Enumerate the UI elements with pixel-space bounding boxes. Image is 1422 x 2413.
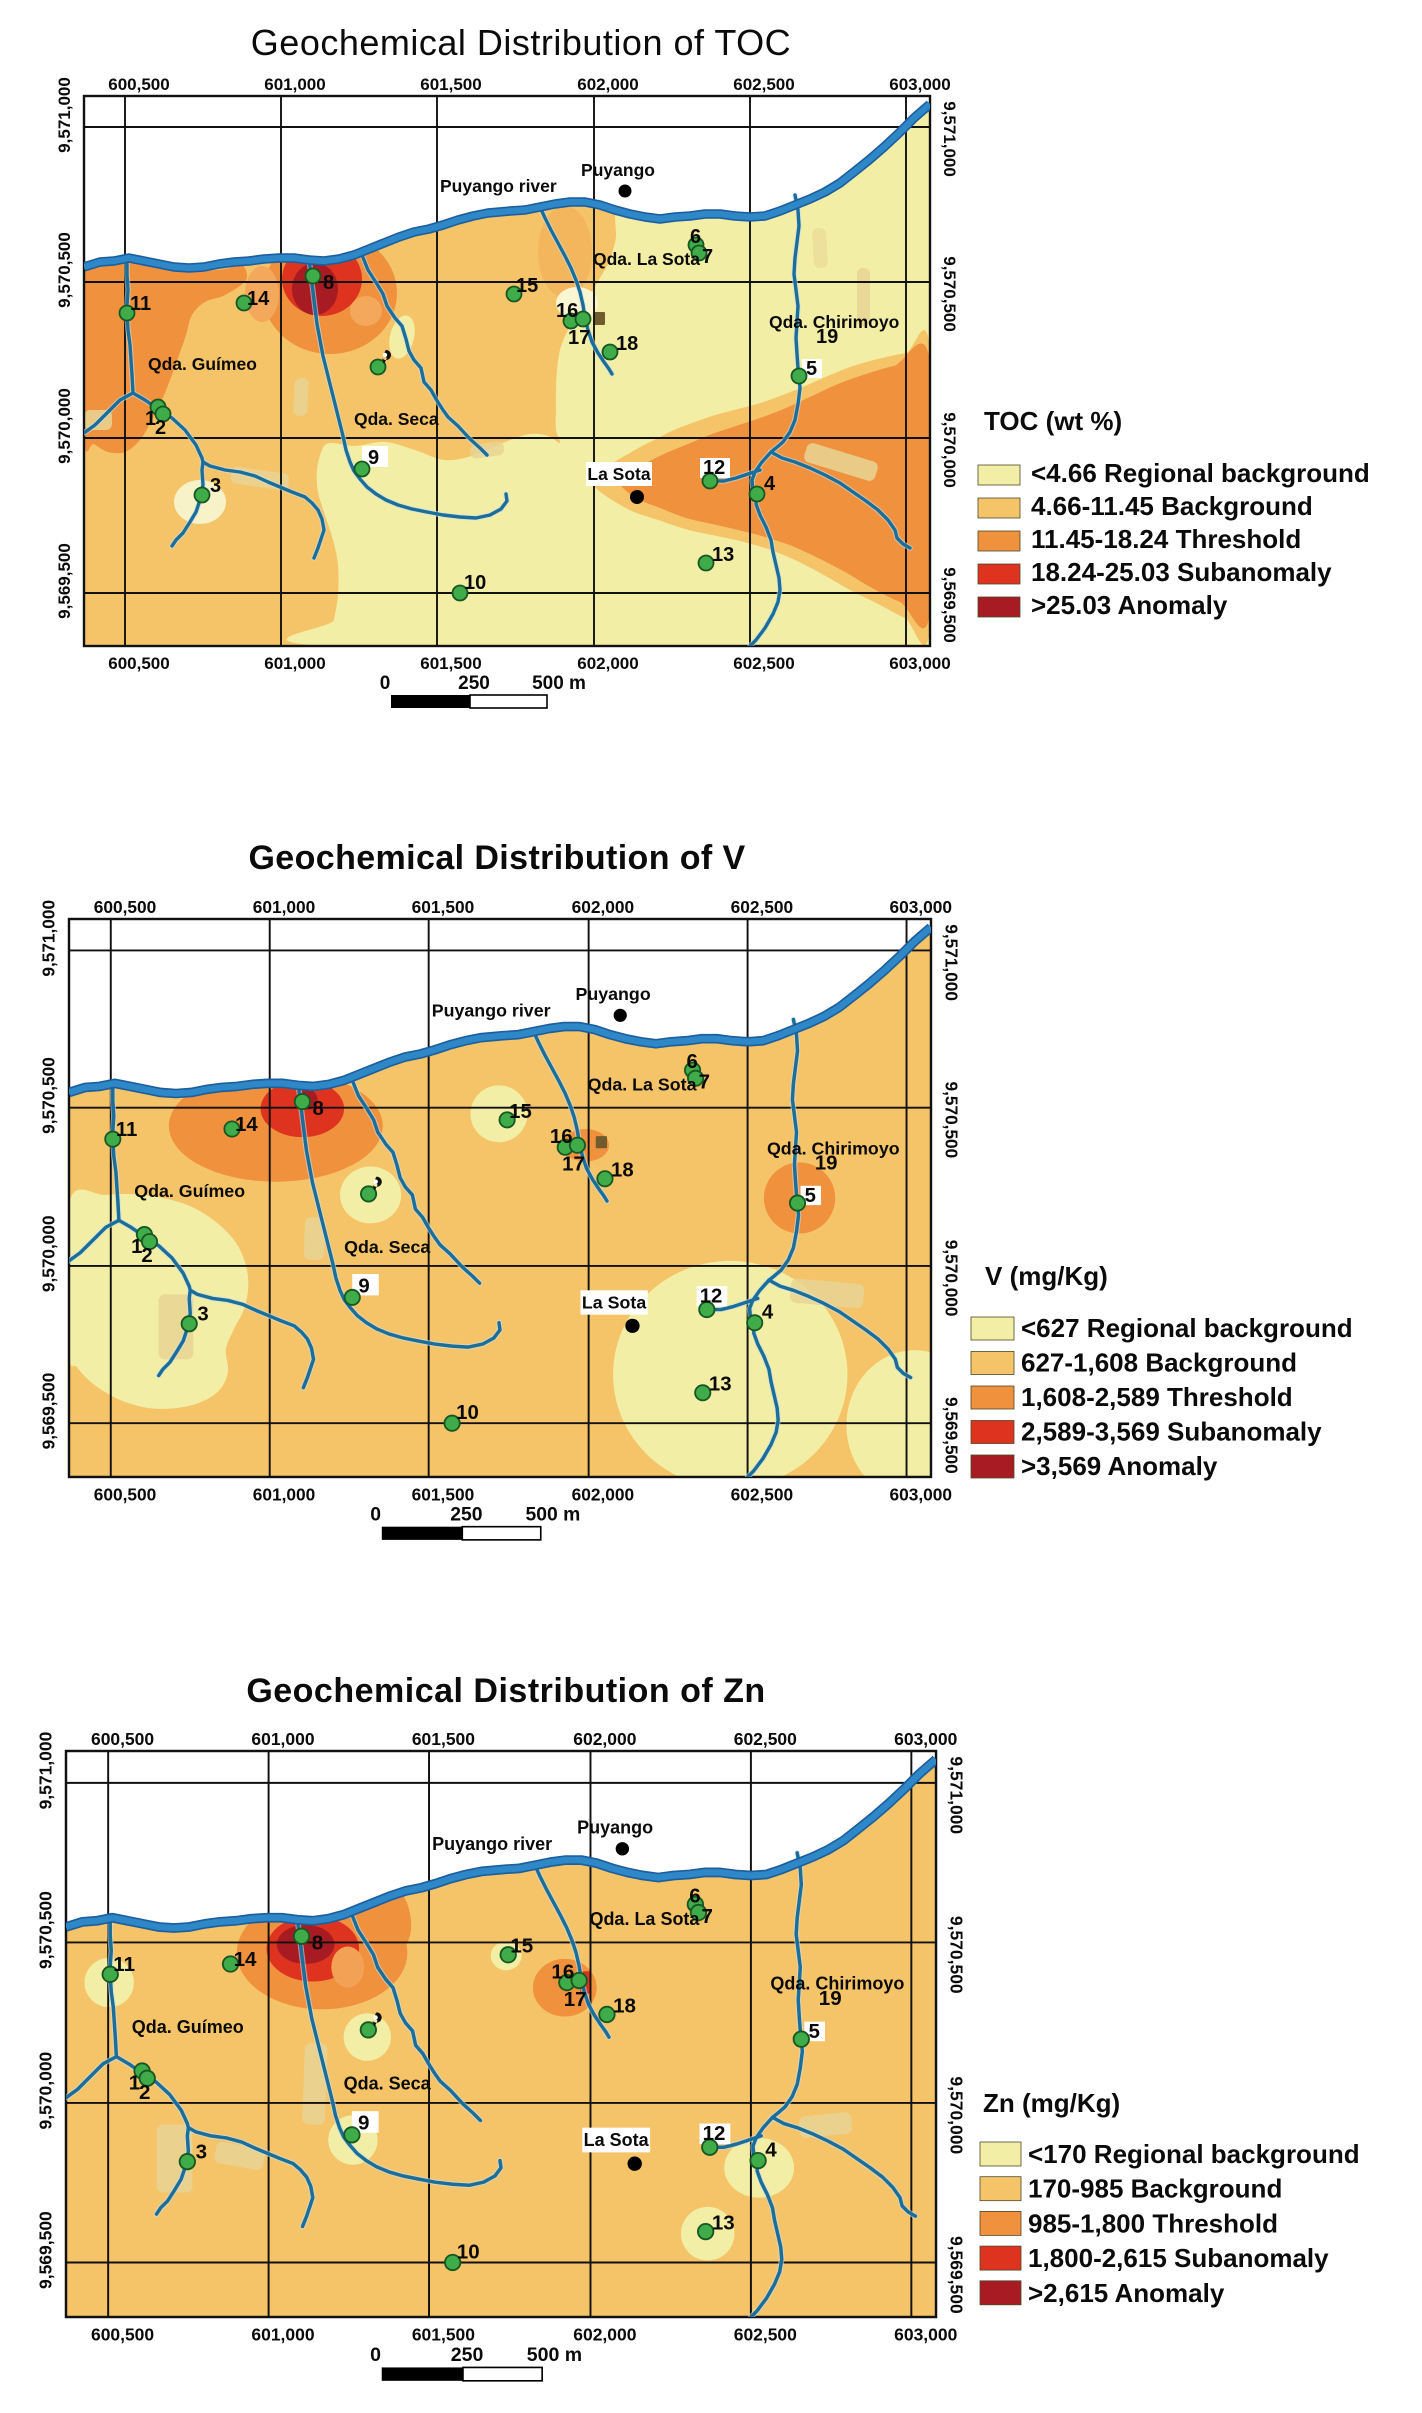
svg-text:1,800-2,615 Subanomaly: 1,800-2,615 Subanomaly [1028, 2243, 1329, 2273]
svg-text:>25.03 Anomaly: >25.03 Anomaly [1031, 590, 1228, 620]
svg-text:2,589-3,569 Subanomaly: 2,589-3,569 Subanomaly [1021, 1417, 1322, 1447]
svg-text:Geochemical Distribution of V: Geochemical Distribution of V [248, 839, 745, 877]
svg-text:>3,569 Anomaly: >3,569 Anomaly [1021, 1451, 1218, 1481]
svg-text:TOC (wt %): TOC (wt %) [984, 406, 1122, 436]
svg-text:Geochemical Distribution of TO: Geochemical Distribution of TOC [251, 22, 791, 63]
svg-text:Geochemical Distribution of Zn: Geochemical Distribution of Zn [246, 1672, 765, 1710]
svg-text:1,608-2,589 Threshold: 1,608-2,589 Threshold [1021, 1382, 1293, 1412]
svg-text:627-1,608 Background: 627-1,608 Background [1021, 1348, 1297, 1378]
svg-text:V (mg/Kg): V (mg/Kg) [985, 1261, 1108, 1291]
svg-text:<4.66 Regional background: <4.66 Regional background [1031, 458, 1370, 488]
svg-text:11.45-18.24 Threshold: 11.45-18.24 Threshold [1031, 524, 1301, 554]
svg-text:<170 Regional background: <170 Regional background [1028, 2139, 1360, 2169]
svg-text:<627 Regional background: <627 Regional background [1021, 1313, 1353, 1343]
svg-text:>2,615 Anomaly: >2,615 Anomaly [1028, 2278, 1225, 2308]
svg-text:18.24-25.03 Subanomaly: 18.24-25.03 Subanomaly [1031, 557, 1332, 587]
svg-text:4.66-11.45 Background: 4.66-11.45 Background [1031, 491, 1313, 521]
svg-text:170-985 Background: 170-985 Background [1028, 2174, 1282, 2204]
svg-text:985-1,800 Threshold: 985-1,800 Threshold [1028, 2208, 1278, 2238]
svg-text:Zn (mg/Kg): Zn (mg/Kg) [983, 2088, 1120, 2118]
